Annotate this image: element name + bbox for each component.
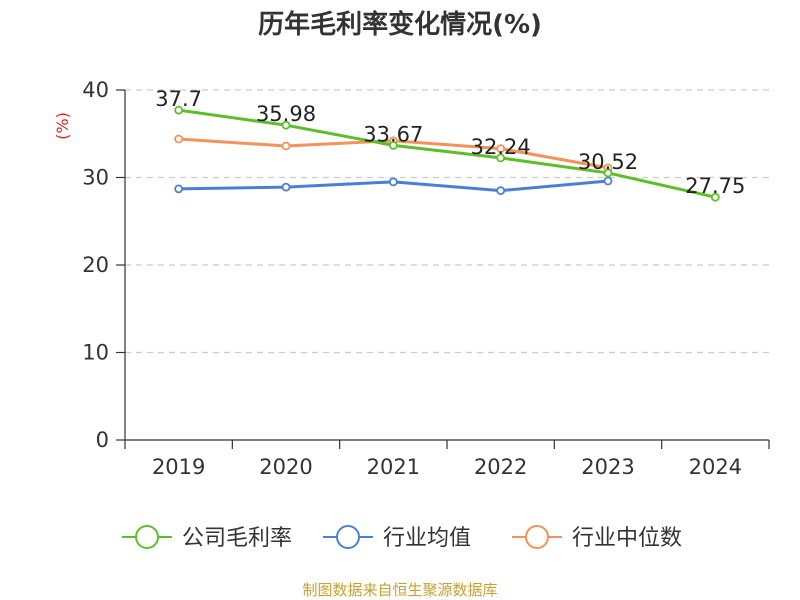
x-tick-labels: 2019 2020 2021 2022 2023 2024 (152, 455, 742, 479)
legend-item-2: 行业中位数 (512, 525, 682, 551)
point-s1-2 (388, 177, 398, 187)
point-s2-3 (496, 144, 506, 154)
legend-label-1: 行业均值 (383, 526, 471, 551)
point-s0-0 (174, 105, 184, 115)
point-s0-1 (281, 120, 291, 130)
point-s1-0 (174, 184, 184, 194)
data-label-2021: 33.67 (363, 122, 423, 146)
y-tick-labels: 0 10 20 30 40 (82, 78, 109, 452)
legend-label-2: 行业中位数 (572, 526, 682, 551)
y-axis-unit: (%) (53, 112, 72, 140)
legend-item-0: 公司毛利率 (122, 525, 292, 551)
x-tick-label-2021: 2021 (367, 455, 420, 479)
y-tick-label-10: 10 (82, 341, 109, 365)
data-label-2022: 32.24 (471, 135, 531, 159)
y-tick-label-20: 20 (82, 253, 109, 277)
point-s0-4 (603, 168, 613, 178)
axes (116, 89, 770, 449)
data-label-2024: 27.75 (685, 174, 745, 198)
data-label-2019: 37.7 (155, 87, 202, 111)
point-s2-1 (281, 141, 291, 151)
point-s0-2 (388, 140, 398, 150)
legend: 公司毛利率 行业均值 行业中位数 (122, 525, 682, 551)
y-tick-label-0: 0 (96, 428, 109, 452)
point-s0-3 (496, 153, 506, 163)
point-s1-3 (496, 186, 506, 196)
series-line-0 (178, 108, 716, 199)
legend-label-0: 公司毛利率 (182, 526, 292, 551)
data-labels: 37.7 35.98 33.67 32.24 30.52 27.75 (155, 87, 745, 198)
legend-marker-1 (336, 525, 360, 549)
legend-marker-2 (525, 525, 549, 549)
point-s2-0 (174, 134, 184, 144)
y-tick-label-40: 40 (82, 78, 109, 102)
grid-lines (125, 89, 769, 354)
point-s1-4 (603, 176, 613, 186)
series-lines (174, 105, 720, 202)
legend-marker-0 (135, 525, 159, 549)
data-label-2023: 30.52 (578, 150, 638, 174)
source-note: 制图数据来自恒生聚源数据库 (302, 581, 497, 599)
chart-title: 历年毛利率变化情况(%) (258, 9, 542, 40)
point-s0-5 (710, 192, 720, 202)
x-tick-label-2020: 2020 (259, 455, 312, 479)
x-tick-label-2024: 2024 (689, 455, 742, 479)
legend-item-1: 行业均值 (323, 525, 471, 551)
x-tick-label-2023: 2023 (581, 455, 634, 479)
data-label-2020: 35.98 (256, 102, 316, 126)
point-s1-1 (281, 182, 291, 192)
x-tick-label-2019: 2019 (152, 455, 205, 479)
x-tick-label-2022: 2022 (474, 455, 527, 479)
y-tick-label-30: 30 (82, 166, 109, 190)
